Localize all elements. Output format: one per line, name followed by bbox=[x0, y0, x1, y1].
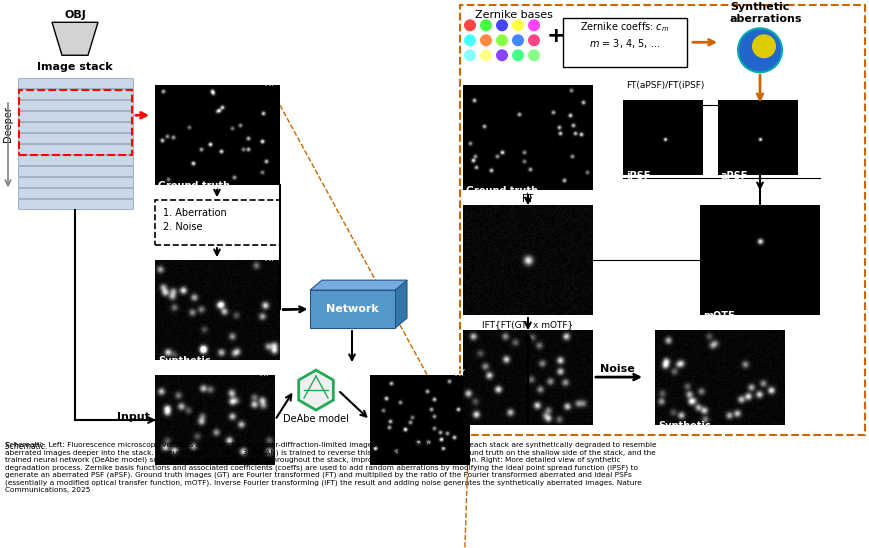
Bar bbox=[155, 85, 280, 185]
Text: Deeper: Deeper bbox=[3, 106, 13, 142]
Circle shape bbox=[527, 19, 540, 31]
Circle shape bbox=[512, 35, 523, 46]
Circle shape bbox=[463, 35, 475, 46]
FancyBboxPatch shape bbox=[18, 100, 133, 110]
Circle shape bbox=[495, 19, 507, 31]
Circle shape bbox=[512, 49, 523, 61]
Bar bbox=[19, 90, 132, 155]
Text: Schematic.: Schematic. bbox=[5, 442, 50, 451]
Bar bbox=[369, 375, 469, 465]
Text: XY: XY bbox=[265, 79, 275, 88]
FancyBboxPatch shape bbox=[18, 166, 133, 176]
Circle shape bbox=[463, 19, 475, 31]
Circle shape bbox=[480, 35, 492, 46]
Text: $m$ = 3, 4, 5, ...: $m$ = 3, 4, 5, ... bbox=[588, 37, 660, 50]
Text: mOTF: mOTF bbox=[702, 311, 733, 321]
Polygon shape bbox=[309, 280, 407, 290]
Bar bbox=[462, 330, 593, 425]
Bar bbox=[155, 375, 275, 465]
FancyBboxPatch shape bbox=[18, 177, 133, 187]
Text: Ground truth: Ground truth bbox=[158, 181, 229, 191]
Polygon shape bbox=[52, 22, 98, 55]
FancyBboxPatch shape bbox=[18, 78, 133, 88]
Bar bbox=[622, 100, 702, 175]
Circle shape bbox=[512, 19, 523, 31]
Text: 2. Noise: 2. Noise bbox=[163, 222, 202, 232]
FancyBboxPatch shape bbox=[18, 111, 133, 121]
Text: XY: XY bbox=[260, 369, 270, 378]
Text: DeAbe model: DeAbe model bbox=[282, 414, 348, 424]
Text: OBJ: OBJ bbox=[64, 10, 86, 20]
Circle shape bbox=[463, 49, 475, 61]
Bar bbox=[654, 330, 784, 425]
FancyBboxPatch shape bbox=[18, 199, 133, 209]
FancyBboxPatch shape bbox=[562, 18, 687, 67]
FancyBboxPatch shape bbox=[18, 188, 133, 198]
Text: Synthetic: Synthetic bbox=[729, 2, 788, 12]
Text: IFT{FT(GT) x mOTF}: IFT{FT(GT) x mOTF} bbox=[481, 320, 573, 329]
Text: aberrations: aberrations bbox=[729, 14, 801, 24]
FancyBboxPatch shape bbox=[18, 133, 133, 143]
Bar bbox=[309, 290, 395, 328]
Text: +: + bbox=[546, 26, 565, 46]
Circle shape bbox=[527, 35, 540, 46]
Text: Network: Network bbox=[325, 304, 378, 314]
Text: Ground truth: Ground truth bbox=[466, 186, 537, 196]
Circle shape bbox=[737, 28, 781, 72]
Bar bbox=[462, 205, 593, 315]
FancyBboxPatch shape bbox=[18, 155, 133, 165]
Bar bbox=[700, 205, 819, 315]
Text: FT: FT bbox=[521, 194, 533, 204]
Bar bbox=[717, 100, 797, 175]
Circle shape bbox=[751, 35, 775, 58]
Text: XY: XY bbox=[265, 254, 275, 263]
Text: Schematic. Left: Fluorescence microscopy volumes are collected and near-diffract: Schematic. Left: Fluorescence microscopy… bbox=[5, 442, 656, 493]
Text: Synthetic: Synthetic bbox=[158, 356, 210, 366]
Text: FT(aPSF)/FT(iPSF): FT(aPSF)/FT(iPSF) bbox=[625, 81, 703, 90]
Circle shape bbox=[480, 49, 492, 61]
Text: Synthetic: Synthetic bbox=[657, 421, 710, 431]
Text: Image stack: Image stack bbox=[37, 62, 113, 72]
Bar bbox=[460, 5, 864, 435]
Circle shape bbox=[495, 35, 507, 46]
Bar bbox=[462, 85, 593, 190]
Circle shape bbox=[480, 19, 492, 31]
Bar bbox=[155, 200, 280, 245]
FancyBboxPatch shape bbox=[18, 122, 133, 132]
Text: Noise: Noise bbox=[599, 364, 634, 374]
FancyBboxPatch shape bbox=[18, 89, 133, 99]
Text: 1. Aberration: 1. Aberration bbox=[163, 208, 227, 218]
Circle shape bbox=[527, 49, 540, 61]
Circle shape bbox=[495, 49, 507, 61]
Text: aPSF: aPSF bbox=[720, 171, 747, 181]
Text: XY: XY bbox=[454, 369, 466, 378]
Text: iPSF: iPSF bbox=[626, 171, 650, 181]
Bar bbox=[155, 260, 280, 360]
Text: Zernike bases: Zernike bases bbox=[474, 10, 552, 20]
FancyBboxPatch shape bbox=[18, 144, 133, 154]
Polygon shape bbox=[395, 280, 407, 328]
Text: Input: Input bbox=[117, 412, 149, 422]
Text: Zernike coeffs: $c_m$: Zernike coeffs: $c_m$ bbox=[580, 20, 669, 34]
